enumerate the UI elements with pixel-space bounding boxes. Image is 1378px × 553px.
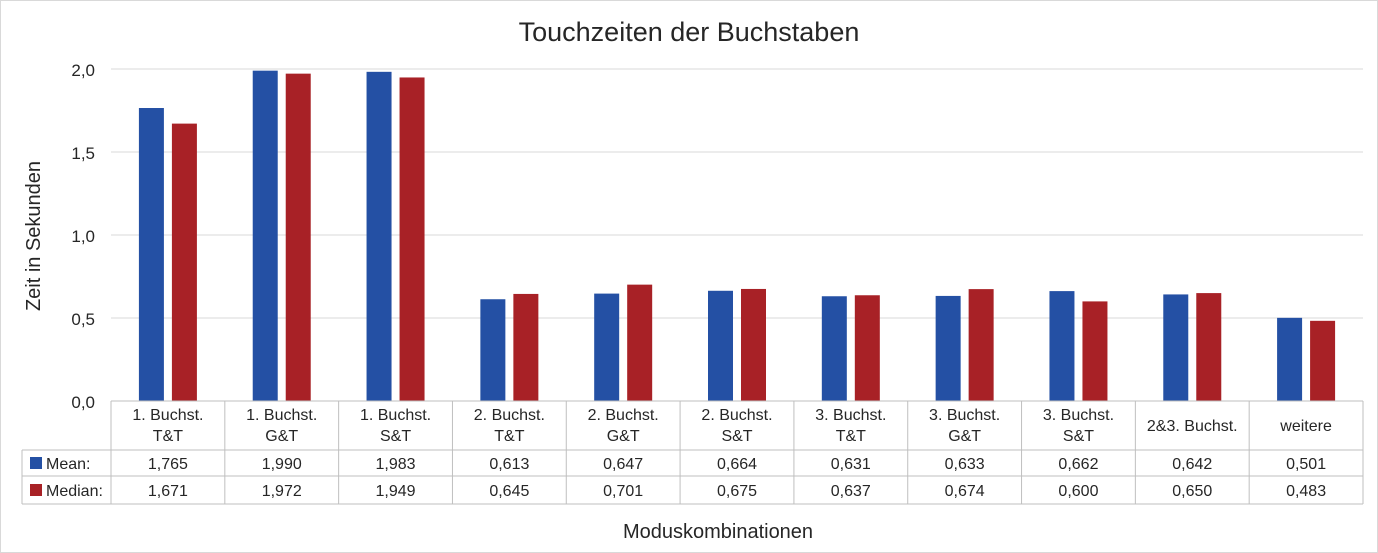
legend-label-mean: Mean:	[46, 456, 90, 473]
y-tick-label: 1,0	[71, 227, 95, 246]
x-tick-label: weitere	[1279, 418, 1332, 435]
data-label-median: 1,671	[148, 483, 188, 500]
x-tick-label: G&T	[265, 428, 298, 445]
chart-title: Touchzeiten der Buchstaben	[519, 17, 860, 47]
bar-median	[285, 73, 311, 401]
y-tick-label: 0,0	[71, 393, 95, 412]
data-label-median: 0,650	[1172, 483, 1212, 500]
x-tick-label: 1. Buchst.	[360, 407, 431, 424]
bar-median	[1082, 301, 1108, 401]
bar-median	[741, 288, 766, 401]
x-tick-label: G&T	[607, 428, 640, 445]
data-label-median: 1,949	[376, 483, 416, 500]
x-tick-label: 2. Buchst.	[701, 407, 772, 424]
bar-mean	[480, 299, 506, 401]
x-tick-label: G&T	[948, 428, 981, 445]
data-label-mean: 0,647	[603, 456, 643, 473]
data-label-median: 0,675	[717, 483, 757, 500]
data-label-mean: 1,983	[376, 456, 416, 473]
bars	[138, 70, 1336, 402]
bar-mean	[935, 295, 961, 401]
data-label-mean: 0,613	[489, 456, 529, 473]
data-label-median: 0,483	[1286, 483, 1326, 500]
x-tick-label: 3. Buchst.	[815, 407, 886, 424]
data-label-mean: 0,642	[1172, 456, 1212, 473]
bar-mean	[1049, 291, 1075, 401]
x-tick-label: S&T	[1063, 428, 1094, 445]
x-tick-label: 3. Buchst.	[929, 407, 1000, 424]
bar-median	[854, 295, 880, 401]
bar-mean	[366, 71, 392, 402]
y-axis-ticks: 0,0 0,5 1,0 1,5 2,0	[71, 61, 95, 412]
x-tick-label: T&T	[153, 428, 183, 445]
legend-key-mean	[30, 457, 42, 469]
data-label-median: 0,645	[489, 483, 529, 500]
y-tick-label: 0,5	[71, 310, 95, 329]
data-label-mean: 1,990	[262, 456, 302, 473]
data-label-mean: 0,664	[717, 456, 757, 473]
bar-median	[1310, 320, 1336, 401]
x-tick-label: T&T	[836, 428, 866, 445]
bar-mean	[138, 108, 164, 401]
legend-key-median	[30, 484, 42, 496]
bar-mean	[1277, 317, 1303, 401]
bar-median	[968, 289, 994, 401]
data-label-mean: 0,631	[831, 456, 871, 473]
bar-mean	[1163, 294, 1189, 401]
bar-median	[627, 284, 653, 401]
bar-median	[399, 77, 425, 401]
bar-median	[1196, 293, 1222, 401]
y-tick-label: 1,5	[71, 144, 95, 163]
data-table: 1. Buchst. T&T 1. Buchst. G&T 1. Buchst. S&T 2…	[21, 400, 1364, 505]
gridlines	[111, 68, 1363, 319]
bar-mean	[594, 293, 620, 401]
x-tick-label: 1. Buchst.	[246, 407, 317, 424]
bar-median	[171, 123, 197, 401]
data-label-median: 1,972	[262, 483, 302, 500]
y-tick-label: 2,0	[71, 61, 95, 80]
x-tick-label: 2&3. Buchst.	[1147, 418, 1238, 435]
x-tick-label: 2. Buchst.	[588, 407, 659, 424]
bar-mean	[821, 296, 847, 401]
data-label-mean: 1,765	[148, 456, 188, 473]
bar-mean	[708, 290, 733, 401]
bar-median	[513, 293, 539, 401]
x-tick-label: S&T	[380, 428, 411, 445]
x-axis-label: Moduskombinationen	[623, 521, 813, 543]
data-label-median: 0,674	[945, 483, 985, 500]
bar-mean	[252, 70, 278, 401]
data-label-mean: 0,501	[1286, 456, 1326, 473]
x-tick-label: S&T	[721, 428, 752, 445]
x-tick-label: 3. Buchst.	[1043, 407, 1114, 424]
y-axis-label: Zeit in Sekunden	[23, 161, 45, 311]
x-tick-label: 2. Buchst.	[474, 407, 545, 424]
data-label-mean: 0,662	[1058, 456, 1098, 473]
x-tick-label: 1. Buchst.	[132, 407, 203, 424]
data-label-median: 0,701	[603, 483, 643, 500]
legend-label-median: Median:	[46, 483, 103, 500]
x-tick-label: T&T	[494, 428, 524, 445]
data-label-median: 0,600	[1058, 483, 1098, 500]
data-label-median: 0,637	[831, 483, 871, 500]
data-label-mean: 0,633	[945, 456, 985, 473]
